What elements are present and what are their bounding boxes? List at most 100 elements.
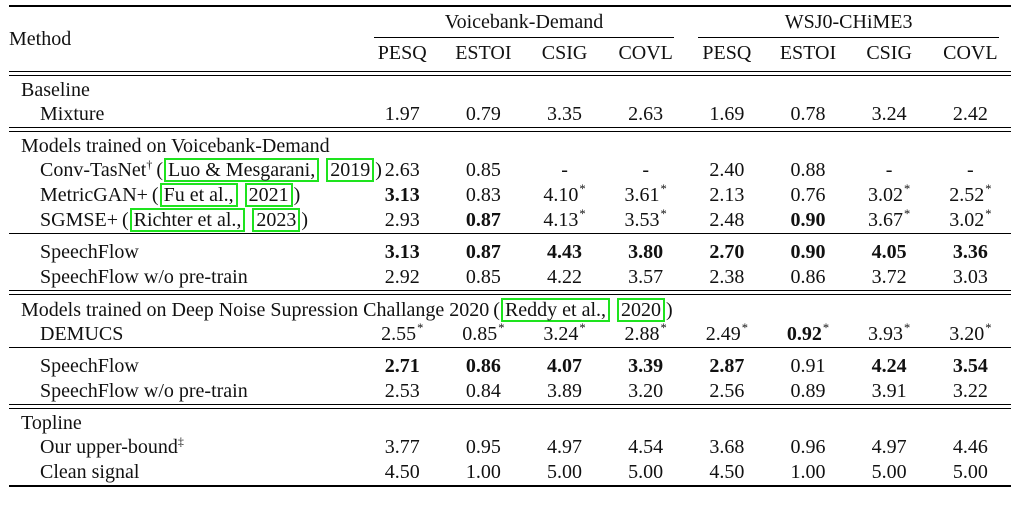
method-footnote-mark: †	[146, 157, 153, 172]
metric-value-cell: 2.49*	[686, 322, 767, 348]
citation-open-paren: (	[121, 209, 129, 231]
citation-link-year[interactable]: 2020	[617, 298, 666, 322]
section-label: Models trained on Voicebank-Demand	[9, 132, 1011, 159]
citation-link-year[interactable]: 2023	[252, 208, 301, 232]
metric-value-cell: 2.88*	[605, 322, 686, 348]
significance-star: *	[579, 207, 586, 222]
metric-value: 1.00	[465, 461, 501, 483]
rule-line	[9, 485, 1011, 491]
metric-value: 3.02	[949, 209, 985, 231]
method-label: MetricGAN+	[40, 184, 148, 206]
metric-value: -	[561, 159, 568, 181]
section-title: Baseline	[21, 79, 90, 101]
citation-link-author[interactable]: Luo & Mesgarani,	[164, 158, 320, 182]
metric-value-cell: 1.97	[362, 102, 443, 128]
horizontal-rule-thick	[9, 485, 1011, 491]
metric-value: 2.42	[952, 103, 988, 125]
metric-value-cell: 0.85	[443, 265, 524, 291]
metric-value-cell: 2.93	[362, 208, 443, 234]
metric-value-cell: 3.39	[605, 354, 686, 379]
metric-value-cell: 3.61*	[605, 183, 686, 208]
citation-link-author[interactable]: Reddy et al.,	[500, 298, 611, 322]
metric-value: 4.97	[547, 436, 583, 458]
metric-value-cell: 2.56	[686, 379, 767, 405]
metric-value: 4.97	[871, 436, 907, 458]
rule-line	[9, 127, 1011, 132]
method-name: SpeechFlow w/o pre-train	[9, 265, 362, 291]
column-header-pesq: PESQ	[377, 42, 427, 64]
citation-close-paren: )	[375, 159, 382, 181]
table-row: SpeechFlow 3.13 0.87 4.43 3.80 2.70 0.90 4.05 3.…	[9, 240, 1011, 265]
metric-value-cell: 3.93*	[849, 322, 930, 348]
citation-close-paren: )	[293, 184, 301, 206]
significance-star: *	[579, 321, 586, 336]
metric-value-cell: 0.87	[443, 208, 524, 234]
method-name: SpeechFlow w/o pre-train	[9, 379, 362, 405]
metric-value-cell: 4.07	[524, 354, 605, 379]
method-label: Clean signal	[40, 461, 140, 483]
table-row: Our upper-bound‡ 3.77 0.95 4.97 4.54 3.68 0.96…	[9, 435, 1011, 460]
metric-value-cell: 1.00	[443, 460, 524, 486]
method-label: Our upper-bound	[40, 436, 178, 458]
section-title: Models trained on Deep Noise Supression …	[21, 299, 490, 321]
metric-value-cell: 2.13	[686, 183, 767, 208]
metric-value-cell: 3.13	[362, 240, 443, 265]
metric-value: 0.85	[462, 323, 498, 345]
horizontal-rule-single	[9, 347, 1011, 354]
metric-value: 2.48	[709, 209, 745, 231]
column-header-pesq: PESQ	[702, 42, 752, 64]
horizontal-rule-double	[9, 71, 1011, 76]
metric-value-cell: 3.67*	[849, 208, 930, 234]
metric-value-cell: 0.84	[443, 379, 524, 405]
metric-value-cell: 3.80	[605, 240, 686, 265]
citation-link-author[interactable]: Fu et al.,	[159, 183, 238, 207]
metric-value: -	[885, 159, 893, 181]
citation-close-paren: )	[301, 209, 309, 231]
metric-value-cell: 0.90	[767, 240, 848, 265]
metric-value-cell: 3.24*	[524, 322, 605, 348]
metric-value: 5.00	[628, 461, 664, 483]
significance-star: *	[822, 321, 830, 336]
significance-star: *	[498, 321, 505, 336]
column-header-covl: COVL	[943, 42, 998, 64]
rule-line	[9, 347, 1011, 354]
metric-value: 4.43	[547, 241, 583, 263]
table-header: Method Voicebank-Demand WSJ0-CHiME3 PESQ…	[9, 5, 1011, 72]
metric-value: 5.00	[871, 461, 907, 483]
significance-star: *	[985, 207, 992, 222]
metric-value-cell: 4.22	[524, 265, 605, 291]
metric-value-cell: 1.00	[767, 460, 848, 486]
metric-value-cell: 3.03	[930, 265, 1011, 291]
metric-value: 4.07	[547, 355, 583, 377]
metric-value: 0.95	[465, 436, 501, 458]
table-row: SpeechFlow w/o pre-train 2.53 0.84 3.89 3.20…	[9, 379, 1011, 405]
metric-value-cell: 2.70	[686, 240, 767, 265]
table-row: Conv-TasNet†(Luo & Mesgarani, 2019) 2.63 0…	[9, 158, 1011, 183]
metric-value-cell: 3.36	[930, 240, 1011, 265]
citation-link-year[interactable]: 2019	[326, 158, 375, 182]
metric-value-cell: -	[849, 158, 930, 183]
section-title: Models trained on Voicebank-Demand	[21, 135, 330, 157]
metric-value-cell: 4.50	[362, 460, 443, 486]
metric-value: 0.84	[465, 380, 501, 402]
metric-value: 2.70	[709, 241, 745, 263]
metric-value-cell: 0.85*	[443, 322, 524, 348]
horizontal-rule-double	[9, 404, 1011, 409]
significance-star: *	[417, 321, 424, 336]
metric-value: 2.71	[384, 355, 420, 377]
metric-value-cell: 4.13*	[524, 208, 605, 234]
metric-value-cell: 2.52*	[930, 183, 1011, 208]
metric-value: 3.72	[871, 266, 907, 288]
significance-star: *	[741, 321, 748, 336]
section-header-row: Topline	[9, 409, 1011, 436]
metric-value: 0.87	[465, 209, 501, 231]
metric-value: 3.02	[867, 184, 903, 206]
metric-value-cell: 4.10*	[524, 183, 605, 208]
citation-link-year[interactable]: 2021	[244, 183, 293, 207]
metric-value-cell: 0.79	[443, 102, 524, 128]
metric-value: 0.87	[465, 241, 501, 263]
citation-link-author[interactable]: Richter et al.,	[129, 208, 246, 232]
metric-value: 0.91	[790, 355, 826, 377]
metric-value-cell: 5.00	[605, 460, 686, 486]
metric-value-cell: 2.63	[605, 102, 686, 128]
